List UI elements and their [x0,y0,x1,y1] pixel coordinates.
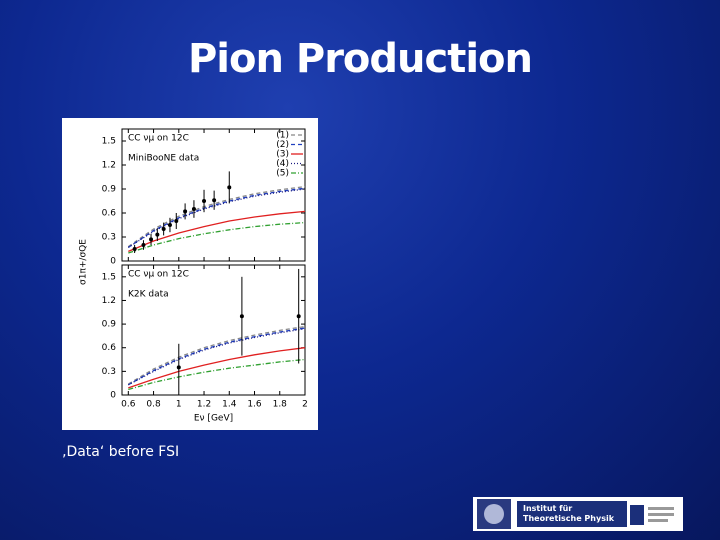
y-axis-label: σ1π+/σQE [79,239,89,285]
x-tick-label: 0.6 [121,400,136,410]
legend-label: (4) [276,159,289,169]
university-emblem [630,505,674,525]
y-tick-label: 0.9 [102,185,117,195]
data-label: K2K data [128,290,169,300]
plot-frame [121,128,306,262]
data-point [212,198,217,203]
data-point [149,237,154,242]
figure-background [62,118,318,430]
panel-annotation: CC νμ on 12C [128,270,189,280]
x-tick-label: 1 [176,400,182,410]
y-tick-label: 0 [110,257,116,267]
y-tick-label: 1.2 [102,161,116,171]
legend-label: (3) [276,150,289,160]
logo-emblem [477,499,511,529]
data-point [191,207,196,211]
y-tick-label: 0.6 [102,209,117,219]
curve [128,358,306,391]
data-point [132,247,137,251]
slide-title: Pion Production [187,36,533,82]
y-tick-label: 1.5 [102,137,116,147]
y-tick-label: 0.3 [102,367,116,377]
y-tick-label: 0 [110,391,116,401]
curve [127,328,306,386]
x-axis-label: Eν [GeV] [194,414,233,424]
x-tick-label: 1.4 [222,400,237,410]
x-tick-label: 1.2 [197,400,211,410]
x-tick-label: 2 [302,400,308,410]
y-tick-label: 0.3 [102,233,116,243]
curve [127,327,306,386]
institute-name: Institut für Theoretische Physik [517,501,627,527]
y-tick-label: 0.6 [102,343,117,353]
data-point [141,243,146,247]
x-tick-label: 1.8 [273,400,288,410]
curve [127,185,306,248]
data-point [174,219,179,223]
legend-label: (2) [276,140,289,150]
data-point [296,314,301,319]
data-point [239,314,244,319]
curve [128,347,306,389]
x-tick-label: 0.8 [146,400,161,410]
data-point [167,223,172,227]
legend-label: (5) [276,169,289,179]
curve [128,221,306,254]
x-tick-label: 1.6 [247,400,262,410]
logo: Institut für Theoretische Physik [473,497,683,531]
curve [127,325,306,385]
legend-label: (1) [276,131,289,141]
data-label: MiniBooNE data [128,154,199,164]
panel-annotation: CC νμ on 12C [128,134,189,144]
data-point [202,199,207,203]
plot-frame [121,264,306,396]
y-tick-label: 1.2 [102,296,116,306]
y-tick-label: 1.5 [102,272,116,282]
data-point [155,232,160,237]
data-point [227,185,232,190]
caption: ‚Data‘ before FSI [62,444,180,460]
data-point [161,227,166,231]
data-point [176,365,181,370]
data-point [183,209,188,214]
y-tick-label: 0.9 [102,320,117,330]
